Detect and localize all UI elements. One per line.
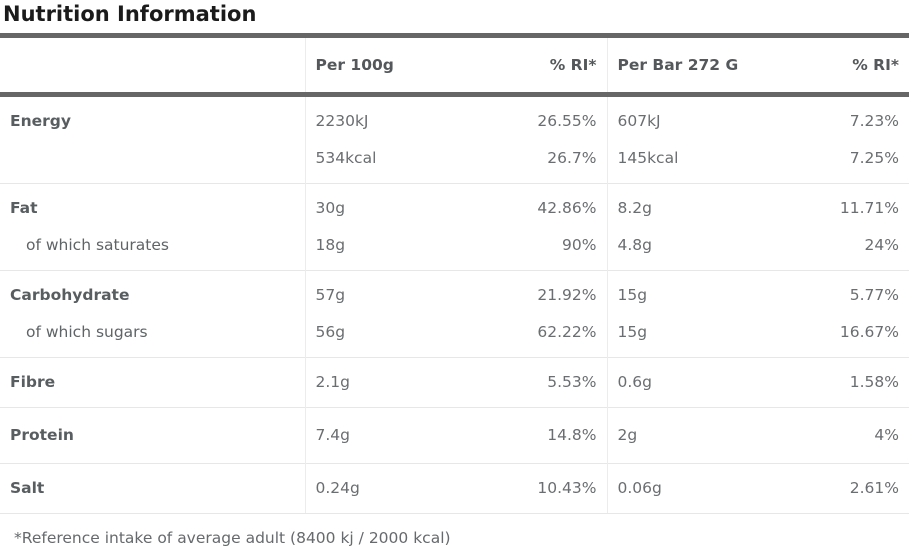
nutrient-sublabel: of which saturates: [26, 236, 169, 254]
nutrient-sublabel: of which sugars: [26, 323, 148, 341]
table-row-energy: Energy 2230kJ 534kcal 26.55% 26.7% 607kJ…: [0, 94, 909, 184]
nutrient-label: Protein: [10, 426, 74, 444]
per-100g-cell: 2230kJ 534kcal: [315, 112, 377, 167]
table-row-salt: Salt 0.24g 10.43% 0.06g 2.61%: [0, 463, 909, 514]
nutrient-label-cell: Fat of which saturates: [0, 183, 306, 271]
per-100g-cell: 0.24g: [305, 463, 455, 514]
nutrient-sublabel: [10, 149, 295, 168]
ri-bar-cell: 7.23% 7.25%: [849, 112, 899, 167]
per-bar-cell: 8.2g 4.8g: [607, 183, 760, 271]
per-100g-cell: 57g 56g: [305, 270, 455, 358]
nutrient-label-cell: Energy: [0, 94, 306, 184]
ri-bar-cell: 1.58%: [760, 357, 909, 408]
table-row-protein: Protein 7.4g 14.8% 2g 4%: [0, 407, 909, 464]
ri-100g-cell: 42.86% 90%: [455, 183, 608, 271]
per-100g-cell: 2.1g: [305, 357, 455, 408]
nutrition-table: Per 100g % RI* Per Bar 272 G % RI* Energ…: [0, 33, 909, 514]
per-100g-cell: 30g 18g: [305, 183, 455, 271]
nutrient-label-cell: Protein: [0, 407, 306, 464]
nutrient-label: Carbohydrate: [10, 286, 130, 304]
ri-bar-cell: 5.77% 16.67%: [760, 270, 909, 358]
per-100g-cell: 7.4g: [305, 407, 455, 464]
ri-100g-cell: 10.43%: [455, 463, 608, 514]
per-bar-cell: 0.6g: [607, 357, 760, 408]
nutrient-label-cell: Salt: [0, 463, 306, 514]
reference-intake-footnote: *Reference intake of average adult (8400…: [14, 529, 451, 547]
ri-bar-cell: 4%: [760, 407, 909, 464]
per-bar-cell: 2g: [607, 407, 760, 464]
table-row-fibre: Fibre 2.1g 5.53% 0.6g 1.58%: [0, 357, 909, 408]
nutrient-label: Fibre: [10, 373, 56, 391]
header-row: Per 100g % RI* Per Bar 272 G % RI*: [0, 35, 909, 97]
header-ri-bar: % RI*: [760, 35, 909, 97]
ri-bar-cell: 11.71% 24%: [760, 183, 909, 271]
table-row-fat: Fat of which saturates 30g 18g 42.86% 90…: [0, 183, 909, 271]
ri-bar-cell: 2.61%: [760, 463, 909, 514]
ri-100g-cell: 26.55% 26.7%: [455, 94, 608, 184]
header-per-bar: Per Bar 272 G: [607, 35, 760, 97]
nutrient-label-cell: Fibre: [0, 357, 306, 408]
ri-100g-cell: 21.92% 62.22%: [455, 270, 608, 358]
per-bar-cell: 15g 15g: [607, 270, 760, 358]
header-nutrient: [0, 35, 306, 97]
nutrient-label: Energy: [10, 112, 71, 130]
table-row-carbohydrate: Carbohydrate of which sugars 57g 56g 21.…: [0, 270, 909, 358]
nutrient-label: Salt: [10, 479, 45, 497]
header-per-100g: Per 100g: [305, 35, 455, 97]
nutrient-label: Fat: [10, 199, 38, 217]
per-bar-cell: 0.06g: [607, 463, 760, 514]
page-title: Nutrition Information: [3, 2, 257, 26]
ri-100g-cell: 5.53%: [455, 357, 608, 408]
header-ri-100g: % RI*: [455, 35, 608, 97]
per-bar-cell: 607kJ 145kcal: [617, 112, 679, 167]
nutrient-label-cell: Carbohydrate of which sugars: [0, 270, 306, 358]
ri-100g-cell: 14.8%: [455, 407, 608, 464]
